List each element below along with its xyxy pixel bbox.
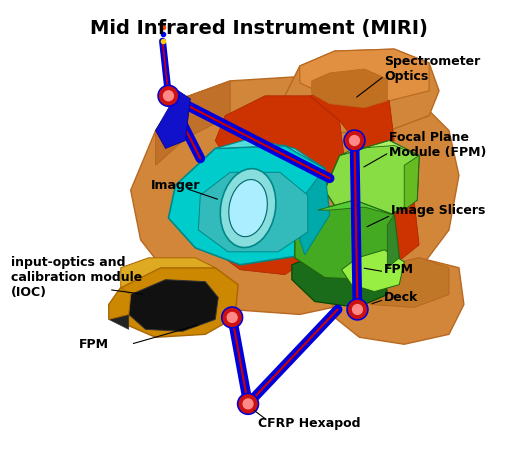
Polygon shape [300, 49, 429, 101]
Polygon shape [300, 168, 330, 255]
Ellipse shape [220, 169, 276, 248]
Circle shape [352, 305, 362, 315]
Polygon shape [312, 69, 387, 108]
Circle shape [350, 135, 360, 145]
Polygon shape [215, 139, 325, 168]
Text: input-optics and
calibration module
(IOC): input-optics and calibration module (IOC… [11, 256, 143, 299]
Polygon shape [348, 258, 449, 307]
Polygon shape [295, 200, 399, 279]
Polygon shape [404, 155, 419, 210]
Polygon shape [156, 91, 190, 148]
Polygon shape [198, 172, 308, 252]
Polygon shape [109, 288, 131, 320]
Polygon shape [310, 86, 394, 160]
Text: Image Slicers: Image Slicers [391, 203, 486, 216]
Polygon shape [387, 215, 399, 268]
Text: CFRP Hexapod: CFRP Hexapod [258, 417, 361, 430]
Polygon shape [339, 140, 419, 155]
Circle shape [159, 87, 177, 105]
Circle shape [349, 301, 366, 319]
Polygon shape [109, 268, 238, 338]
Circle shape [163, 91, 173, 101]
Polygon shape [156, 81, 230, 165]
Polygon shape [342, 250, 404, 292]
Polygon shape [129, 279, 218, 331]
Text: FPM: FPM [385, 263, 414, 276]
Text: FPM: FPM [79, 338, 109, 351]
Polygon shape [325, 140, 419, 218]
Polygon shape [292, 248, 387, 307]
Text: Focal Plane
Module (FPM): Focal Plane Module (FPM) [389, 131, 487, 159]
Circle shape [239, 395, 257, 413]
Text: Mid Infrared Instrument (MIRI): Mid Infrared Instrument (MIRI) [90, 19, 428, 38]
Text: Imager: Imager [151, 179, 200, 192]
Polygon shape [206, 185, 315, 274]
Text: Deck: Deck [385, 291, 419, 304]
Polygon shape [215, 96, 345, 188]
Polygon shape [109, 305, 129, 329]
Polygon shape [330, 258, 464, 344]
Polygon shape [121, 258, 215, 288]
Ellipse shape [229, 180, 267, 237]
Polygon shape [318, 200, 394, 215]
Polygon shape [169, 145, 330, 265]
Text: Spectrometer
Optics: Spectrometer Optics [385, 55, 481, 83]
Circle shape [346, 131, 363, 149]
Polygon shape [285, 49, 439, 133]
Polygon shape [335, 185, 419, 265]
Circle shape [227, 312, 237, 322]
Circle shape [243, 399, 253, 409]
Circle shape [223, 309, 241, 326]
Polygon shape [131, 76, 459, 315]
